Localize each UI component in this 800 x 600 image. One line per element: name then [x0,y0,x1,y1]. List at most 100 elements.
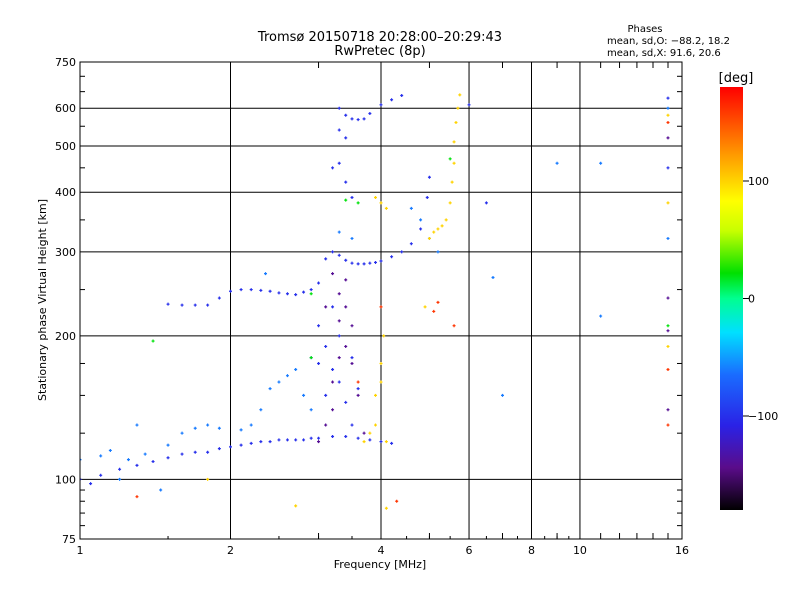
data-point [344,180,348,184]
chart-title: Tromsø 20150718 20:28:00–20:29:43 [257,30,502,45]
data-point [390,255,394,259]
data-point [344,305,348,309]
data-point [239,288,243,292]
data-point [89,482,93,486]
data-point [350,324,354,328]
data-point [317,281,321,285]
data-point [350,261,354,265]
data-point [80,477,82,481]
chart-subtitle: RwPretec (8p) [334,44,425,59]
data-point [356,201,360,205]
data-point [384,206,388,210]
data-point [400,250,404,254]
data-point [379,201,383,205]
data-point [159,488,163,492]
data-point [350,236,354,240]
data-point [666,201,670,205]
data-point [118,467,122,471]
data-point [344,344,348,348]
data-point [285,438,289,442]
data-point [467,103,471,107]
data-point [317,436,321,440]
data-point [206,423,210,427]
data-point [143,452,147,456]
data-point [239,443,243,447]
data-point [337,230,341,234]
data-point [599,314,603,318]
data-point [249,288,253,292]
x-tick-label: 1 [77,544,84,557]
data-point [501,393,505,397]
data-point [666,236,670,240]
stats-x-line: mean, sd,X: 91.6, 20.6 [607,48,721,59]
data-point [229,289,232,293]
data-point [344,258,348,262]
data-point [356,262,360,266]
data-point [294,504,298,508]
data-point [427,236,431,240]
data-point [324,305,328,309]
x-tick-label: 16 [675,544,689,557]
data-point [344,198,348,202]
data-point [379,380,383,384]
data-point [206,477,210,481]
data-point [309,436,313,440]
data-point [337,106,341,110]
data-point [337,334,341,338]
stats-o-line: mean, sd,O: −88.2, 18.2 [607,36,730,47]
data-point [555,161,559,165]
data-point [99,473,103,477]
data-point [448,157,452,161]
data-point [277,380,281,384]
data-point [151,460,155,464]
data-point [193,450,197,454]
data-point [264,272,268,276]
data-point [666,344,670,348]
data-point [285,374,289,378]
data-point [666,96,670,100]
data-point [368,111,372,115]
data-point [379,440,383,444]
data-point [419,218,423,222]
data-point [356,436,360,440]
data-point [409,206,413,210]
data-point [166,456,170,460]
data-point [432,309,436,313]
data-point [368,261,372,265]
data-point [484,201,488,205]
data-point [180,303,184,307]
data-point [382,334,386,338]
data-point [309,288,313,292]
data-point [239,428,243,432]
data-point [436,250,440,254]
data-point [193,303,197,307]
data-point [193,426,197,430]
data-point [118,477,122,481]
data-point [666,296,670,300]
x-tick-label: 10 [573,544,587,557]
grid [80,62,682,539]
data-point [344,113,348,117]
data-points [80,93,670,510]
data-point [259,440,263,444]
data-point [379,305,383,309]
data-point [217,426,221,430]
data-point [324,423,328,427]
data-point [450,180,454,184]
y-tick-label: 750 [55,56,76,69]
data-point [368,431,372,435]
y-tick-label: 300 [55,246,76,259]
data-point [666,329,670,333]
data-point [285,292,289,296]
data-point [374,423,378,427]
data-point [456,106,460,110]
data-point [337,161,341,165]
data-point [324,344,328,348]
data-point [666,166,670,170]
data-point [337,253,341,257]
data-point [395,499,399,503]
data-point [344,278,348,282]
colorbar-label: [deg] [719,71,754,86]
x-tick-label: 6 [466,544,473,557]
data-point [448,201,452,205]
